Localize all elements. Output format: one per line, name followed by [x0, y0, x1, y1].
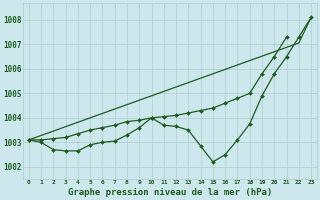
X-axis label: Graphe pression niveau de la mer (hPa): Graphe pression niveau de la mer (hPa)	[68, 188, 272, 197]
